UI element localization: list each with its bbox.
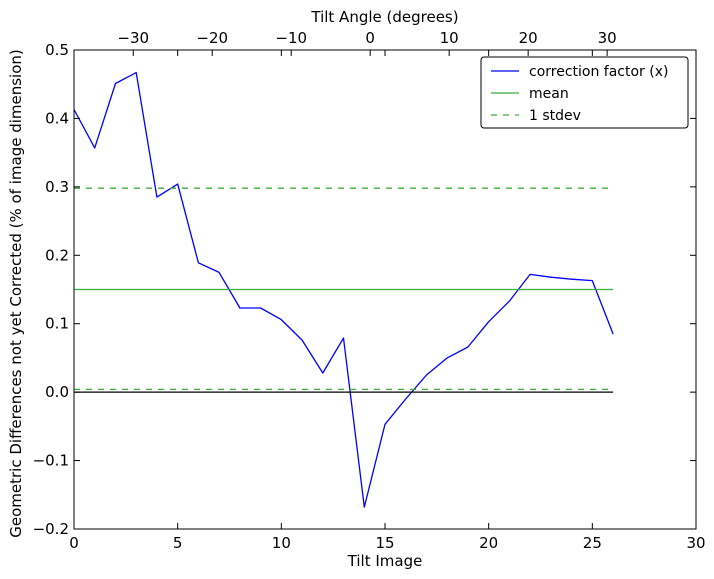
legend-entry: 1 stdev bbox=[529, 108, 581, 124]
y-axis-label: Geometric Differences not yet Corrected … bbox=[7, 49, 25, 538]
legend-entry: mean bbox=[529, 86, 569, 102]
top-tick-label: 30 bbox=[598, 29, 617, 47]
y-tick-label: 0.1 bbox=[45, 315, 69, 333]
x-tick-label: 30 bbox=[686, 534, 705, 552]
top-tick-label: 0 bbox=[365, 29, 375, 47]
top-tick-label: −10 bbox=[275, 29, 307, 47]
x-tick-label: 10 bbox=[272, 534, 291, 552]
y-tick-label: 0.4 bbox=[45, 109, 69, 127]
plot-marks bbox=[73, 71, 614, 508]
x-tick-label: 25 bbox=[583, 534, 602, 552]
y-tick-label: 0.0 bbox=[45, 383, 69, 401]
top-tick-label: −30 bbox=[117, 29, 149, 47]
axis-ticks: 0 5 10 15 20 25 30 −0.2 −0.1 0.0 0.1 0.2 0.3 0.4 0.5 −3… bbox=[33, 29, 706, 552]
y-tick-label: 0.3 bbox=[45, 178, 69, 196]
y-tick-label: 0.2 bbox=[45, 246, 69, 264]
x-tick-label: 20 bbox=[479, 534, 498, 552]
y-tick-label: −0.2 bbox=[33, 520, 69, 538]
legend-box bbox=[480, 56, 689, 129]
y-tick-label: −0.1 bbox=[33, 452, 69, 470]
y-tick-label: 0.5 bbox=[45, 41, 69, 59]
legend-entry: correction factor (x) bbox=[529, 64, 668, 80]
x-tick-label: 5 bbox=[173, 534, 183, 552]
x-tick-label: 0 bbox=[69, 534, 79, 552]
top-tick-label: 20 bbox=[519, 29, 538, 47]
x-axis-label: Tilt Image bbox=[347, 552, 423, 570]
top-tick-label: −20 bbox=[196, 29, 228, 47]
legend: correction factor (x) mean 1 stdev bbox=[480, 56, 689, 129]
x-tick-label: 15 bbox=[375, 534, 394, 552]
series-correction-factor-x-line bbox=[73, 71, 614, 508]
top-tick-label: 10 bbox=[440, 29, 459, 47]
top-axis-label: Tilt Angle (degrees) bbox=[310, 8, 458, 26]
